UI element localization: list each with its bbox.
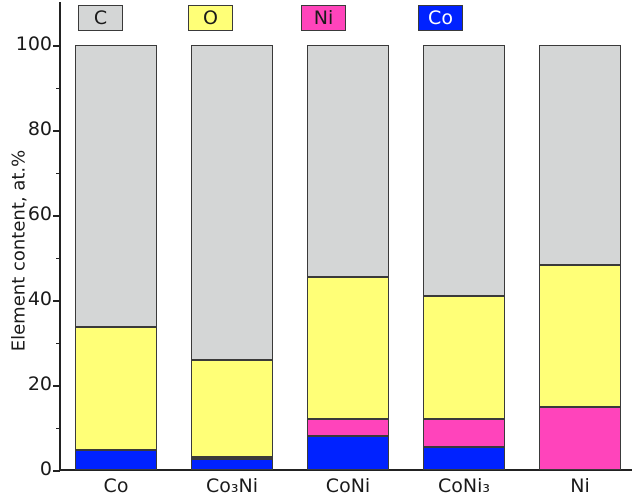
segment-ni — [191, 456, 273, 459]
segment-ni — [307, 419, 389, 436]
segment-o — [539, 264, 621, 407]
y-tick-mark — [56, 427, 60, 429]
segment-c — [191, 45, 273, 360]
segment-o — [423, 295, 505, 419]
segment-co — [191, 458, 273, 470]
y-tick-label: 100 — [15, 33, 52, 55]
segment-o — [307, 276, 389, 419]
y-tick-mark — [56, 342, 60, 344]
y-tick-label: 40 — [27, 288, 52, 310]
x-axis — [59, 469, 632, 471]
legend-co: Co — [418, 5, 463, 31]
y-tick-mark — [53, 300, 60, 302]
y-tick-label: 20 — [27, 373, 52, 395]
y-tick-mark — [53, 45, 60, 47]
y-tick-mark — [53, 215, 60, 217]
x-tick-label: Co — [103, 475, 129, 497]
y-tick-label: 80 — [27, 118, 52, 140]
segment-ni — [423, 418, 505, 447]
y-tick-label: 0 — [39, 458, 52, 480]
x-tick-label: CoNi₃ — [438, 475, 490, 497]
segment-co — [75, 450, 157, 470]
x-tick-label: Ni — [570, 475, 590, 497]
segment-co — [307, 435, 389, 470]
x-tick-label: CoNi — [325, 475, 371, 497]
y-tick-mark — [56, 257, 60, 259]
segment-c — [75, 45, 157, 328]
segment-o — [191, 359, 273, 457]
y-axis — [59, 2, 61, 471]
legend-o: O — [188, 5, 233, 31]
y-tick-mark — [53, 470, 60, 472]
segment-o — [75, 327, 157, 450]
segment-c — [307, 45, 389, 277]
x-tick-label: Co₃Ni — [206, 475, 258, 497]
y-tick-mark — [53, 130, 60, 132]
y-tick-mark — [56, 87, 60, 89]
segment-c — [423, 45, 505, 296]
segment-co — [423, 446, 505, 470]
legend-ni: Ni — [301, 5, 346, 31]
segment-ni — [539, 406, 621, 470]
segment-c — [539, 45, 621, 265]
legend-c: C — [78, 5, 123, 31]
y-tick-label: 60 — [27, 203, 52, 225]
y-tick-mark — [56, 172, 60, 174]
y-tick-mark — [53, 385, 60, 387]
y-axis-label: Element content, at.% — [8, 149, 30, 352]
